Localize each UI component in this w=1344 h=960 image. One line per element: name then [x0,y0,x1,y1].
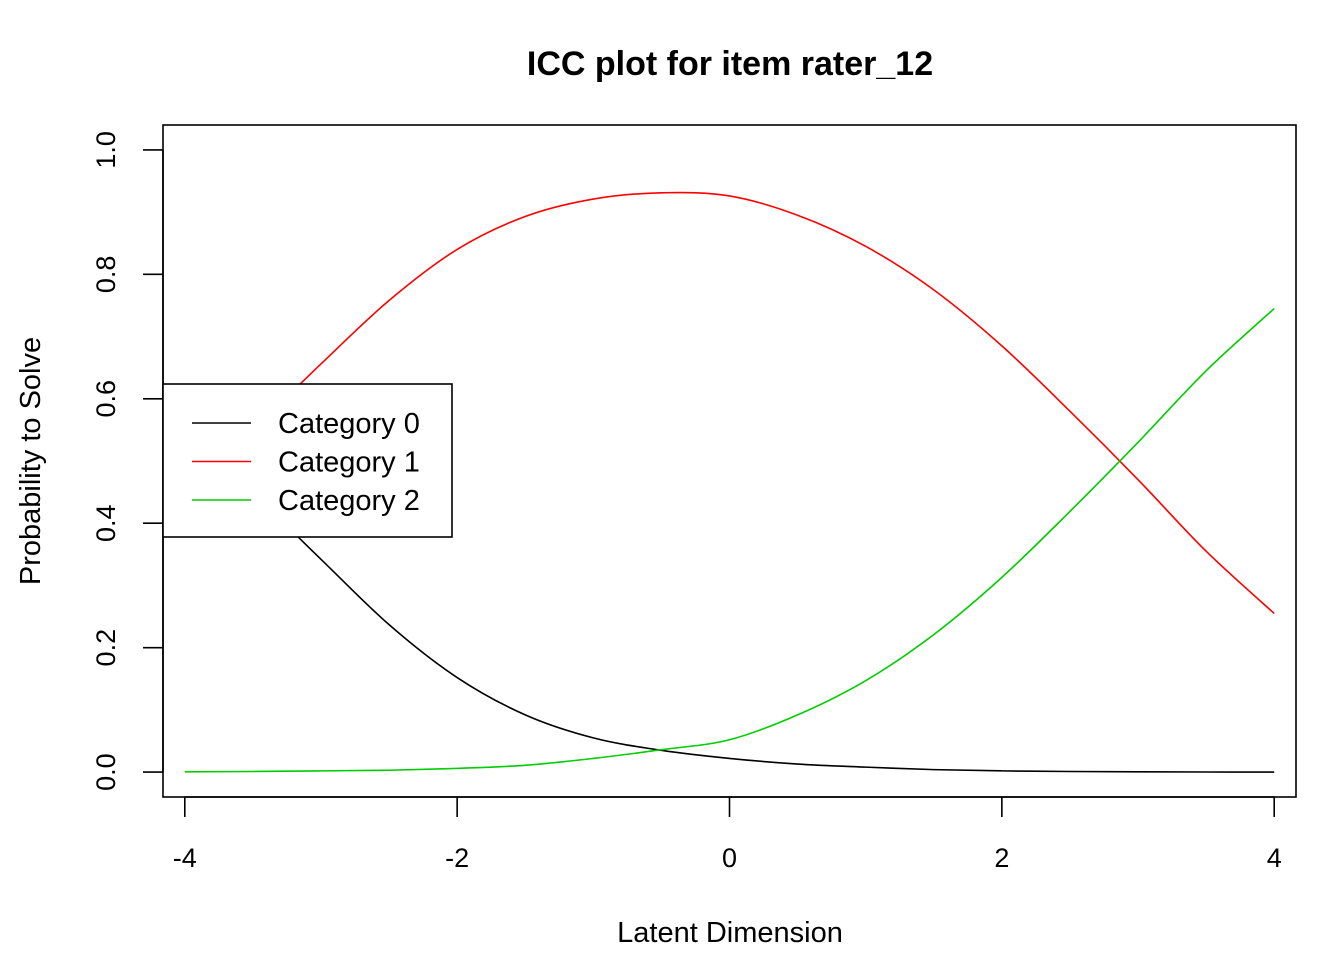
x-tick-label: 2 [994,843,1009,873]
series-line-category-0 [184,433,1275,773]
legend: Category 0 Category 1 Category 2 [162,383,453,538]
y-tick-label: 0.6 [91,380,121,418]
x-axis-label: Latent Dimension [617,917,843,949]
x-tick-label: 0 [722,843,737,873]
y-tick-label: 0.0 [91,753,121,791]
x-axis: -4 -2 0 2 4 [173,796,1282,873]
x-tick-label: -4 [173,843,197,873]
y-tick-label: 0.8 [91,256,121,294]
legend-label-category-0: Category 0 [278,408,420,440]
y-axis: 0.0 0.2 0.4 0.6 0.8 1.0 [91,131,164,791]
x-tick-label: 4 [1267,843,1282,873]
curves [184,191,1275,773]
legend-label-category-1: Category 1 [278,447,420,479]
y-tick-label: 1.0 [91,131,121,169]
series-line-category-2 [184,307,1275,773]
legend-box [162,383,453,538]
y-tick-label: 0.4 [91,504,121,542]
y-tick-label: 0.2 [91,629,121,667]
legend-label-category-2: Category 2 [278,485,420,517]
chart-title: ICC plot for item rater_12 [527,45,933,83]
y-axis-label: Probability to Solve [15,337,47,585]
series-line-category-1 [184,191,1275,615]
x-tick-label: -2 [445,843,469,873]
